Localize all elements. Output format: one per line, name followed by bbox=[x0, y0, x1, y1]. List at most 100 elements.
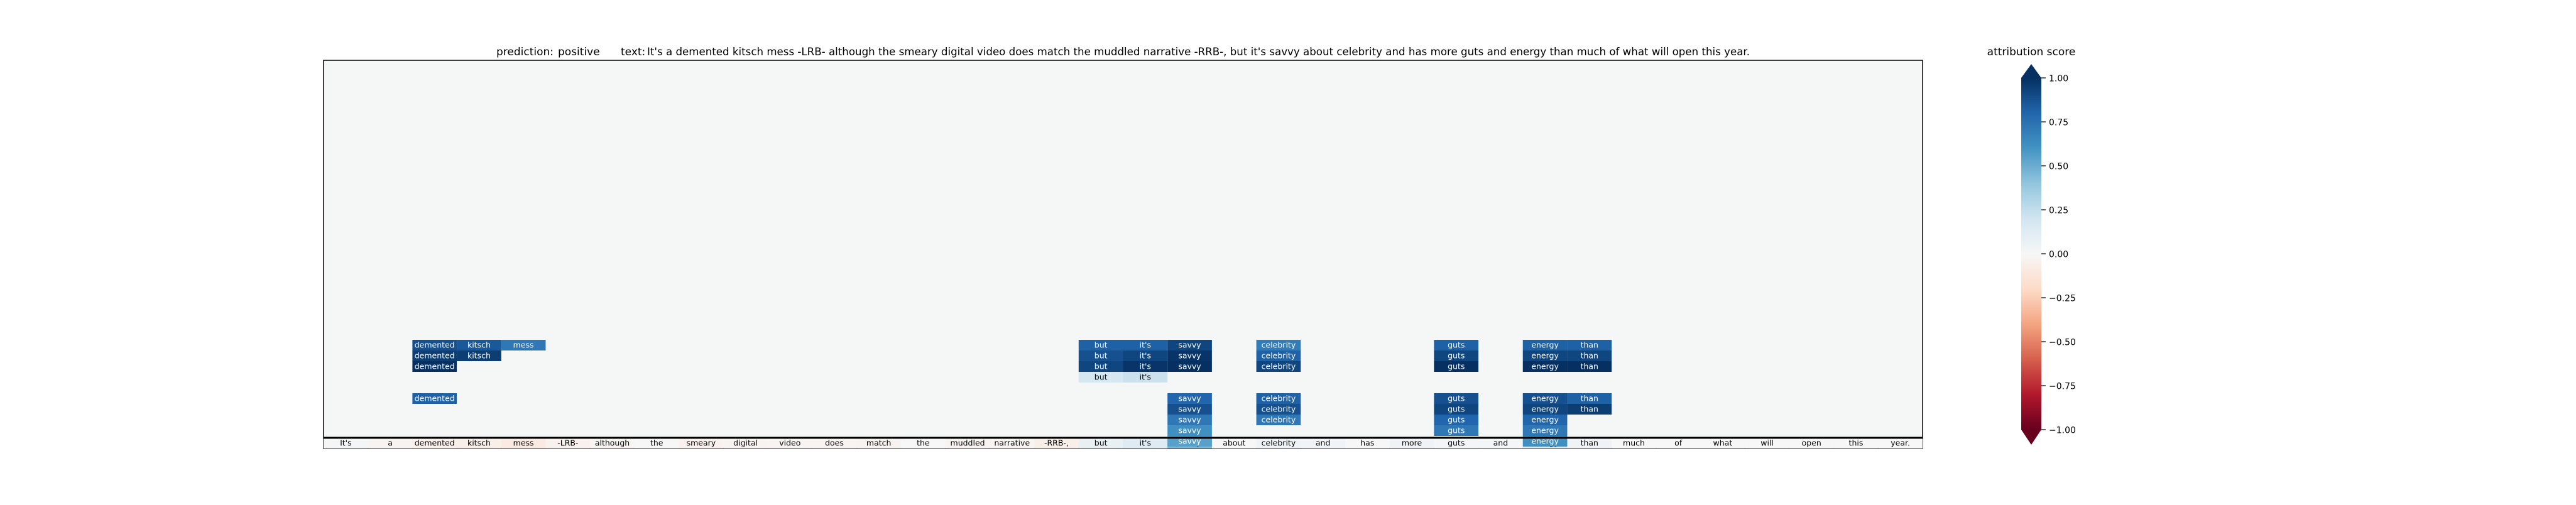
attribution-cell bbox=[1123, 361, 1168, 372]
base-token-cell bbox=[1478, 438, 1523, 448]
base-token-cell bbox=[1878, 438, 1923, 448]
attribution-cell-label: savvy bbox=[1178, 415, 1201, 425]
attribution-cell bbox=[1167, 350, 1212, 361]
attribution-cell-label: savvy bbox=[1178, 405, 1201, 414]
base-token-cell bbox=[1345, 438, 1390, 448]
base-token-cell bbox=[856, 438, 902, 448]
base-token-cell bbox=[412, 438, 457, 448]
attribution-cell bbox=[1256, 361, 1301, 372]
base-token-label: kitsch bbox=[467, 438, 491, 448]
colorbar-tick-label: 0.00 bbox=[2049, 250, 2068, 260]
attribution-cell-label: demented bbox=[415, 394, 455, 403]
attribution-cell-label: than bbox=[1581, 340, 1598, 350]
base-token-label: and bbox=[1316, 438, 1331, 448]
base-token-cell bbox=[812, 438, 857, 448]
attribution-cell-label: guts bbox=[1448, 405, 1465, 414]
attribution-cell bbox=[457, 340, 501, 350]
base-token-label: and bbox=[1493, 438, 1509, 448]
colorbar-tick-label: 1.00 bbox=[2049, 74, 2068, 84]
attribution-cell bbox=[1256, 340, 1301, 350]
attribution-cell bbox=[1078, 361, 1123, 372]
colorbar-max-extension bbox=[2021, 64, 2041, 78]
base-token-label: It's bbox=[340, 438, 352, 448]
attribution-cell-label: it's bbox=[1140, 372, 1151, 382]
colorbar-tick-label: −0.75 bbox=[2049, 382, 2076, 392]
attribution-cell-label: but bbox=[1094, 362, 1108, 371]
base-token-label: has bbox=[1360, 438, 1374, 448]
attribution-cell-label: than bbox=[1581, 394, 1598, 403]
colorbar: attribution score 1.00 0.75 0.50 0.25 0.00 −0… bbox=[1987, 46, 2076, 445]
base-token-cell bbox=[679, 438, 724, 448]
base-token-label: digital bbox=[733, 438, 758, 448]
base-token-cell bbox=[901, 438, 946, 448]
attribution-cell bbox=[412, 340, 457, 350]
attribution-cell-label: savvy bbox=[1178, 340, 1201, 350]
attribution-cell bbox=[1078, 340, 1123, 350]
attribution-cell-label: it's bbox=[1140, 351, 1151, 361]
base-token-cell bbox=[723, 438, 768, 448]
attribution-cell-label: but bbox=[1094, 340, 1108, 350]
attribution-cell-label: demented bbox=[415, 351, 455, 361]
attribution-cell bbox=[1256, 393, 1301, 404]
figure-title: prediction: positive text: It's a dement… bbox=[496, 46, 1750, 58]
base-token-label: will bbox=[1760, 438, 1774, 448]
attribution-cell-label: than bbox=[1581, 362, 1598, 371]
attribution-cell bbox=[1434, 425, 1479, 436]
attribution-cell bbox=[1167, 340, 1212, 350]
attribution-cell bbox=[1123, 372, 1168, 383]
base-token-cell bbox=[1656, 438, 1701, 448]
base-token-cell bbox=[634, 438, 679, 448]
base-token-cell bbox=[1078, 438, 1123, 448]
attribution-cell bbox=[1167, 393, 1212, 404]
base-token-label: open bbox=[1802, 438, 1821, 448]
heatmap-cells: It's a demented kitsch mess -LRB-although the s… bbox=[324, 340, 1923, 448]
attribution-cell bbox=[1567, 350, 1612, 361]
attribution-cell-label: celebrity bbox=[1262, 415, 1296, 425]
attribution-cell bbox=[1167, 404, 1212, 415]
attribution-cell-label: energy bbox=[1531, 426, 1559, 435]
attribution-cell bbox=[1123, 350, 1168, 361]
attribution-cell bbox=[1123, 340, 1168, 350]
colorbar-tick-label: 0.75 bbox=[2049, 118, 2068, 128]
attribution-cell bbox=[1567, 404, 1612, 415]
attribution-cell-label: guts bbox=[1448, 426, 1465, 435]
attribution-cell bbox=[1522, 415, 1568, 425]
base-token-label: it's bbox=[1140, 438, 1151, 448]
text-label: text: bbox=[621, 46, 645, 58]
attribution-cell-label: guts bbox=[1448, 362, 1465, 371]
base-token-label: what bbox=[1713, 438, 1733, 448]
colorbar-gradient bbox=[2021, 78, 2041, 430]
base-token-cell bbox=[1256, 438, 1301, 448]
base-token-cell bbox=[1700, 438, 1745, 448]
attribution-cell-label: energy bbox=[1531, 394, 1559, 403]
attribution-cell-label: kitsch bbox=[467, 351, 491, 361]
base-token-label: -LRB- bbox=[557, 438, 578, 448]
prediction-value: positive bbox=[558, 46, 600, 58]
base-token-cell bbox=[545, 438, 591, 448]
attribution-cell bbox=[1522, 350, 1568, 361]
base-token-cell bbox=[457, 438, 501, 448]
attribution-cell-label: but bbox=[1094, 351, 1108, 361]
heatmap-plot-area: It's a demented kitsch mess -LRB-although the s… bbox=[323, 60, 1923, 449]
attribution-cell-label: celebrity bbox=[1262, 394, 1296, 403]
base-token-label: celebrity bbox=[1262, 438, 1296, 448]
base-token-cell bbox=[1833, 438, 1879, 448]
attribution-cell-label: guts bbox=[1448, 351, 1465, 361]
attribution-cell-label: but bbox=[1094, 372, 1108, 382]
base-token-label: -RRB-, bbox=[1044, 438, 1069, 448]
base-token-label: than bbox=[1581, 438, 1598, 448]
base-token-cell bbox=[1434, 438, 1479, 448]
attribution-cell-label: savvy bbox=[1178, 394, 1201, 403]
base-token-cell bbox=[1567, 438, 1612, 448]
base-token-cell bbox=[767, 438, 812, 448]
attribution-cell bbox=[1434, 415, 1479, 425]
colorbar-tick-label: 0.50 bbox=[2049, 162, 2068, 172]
attribution-cell bbox=[1167, 361, 1212, 372]
colorbar-ticks: 1.00 0.75 0.50 0.25 0.00 −0.25 −0.50 −0.75 −1.00 bbox=[2041, 74, 2076, 436]
attribution-cell-label: savvy bbox=[1178, 426, 1201, 435]
base-token-label: this bbox=[1849, 438, 1864, 448]
prediction-label: prediction: bbox=[496, 46, 554, 58]
attribution-cell bbox=[457, 350, 501, 361]
attribution-cell bbox=[1434, 350, 1479, 361]
base-token-label: of bbox=[1674, 438, 1683, 448]
